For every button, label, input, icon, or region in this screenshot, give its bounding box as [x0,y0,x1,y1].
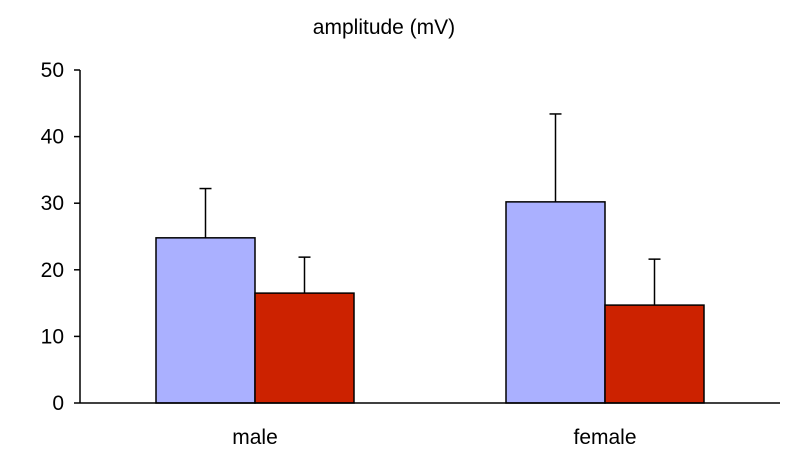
bar-male-2 [254,292,355,404]
y-tick-label: 40 [41,126,64,149]
y-tick-label: 30 [41,192,64,215]
bar-female-2 [604,304,705,404]
chart-title: amplitude (mV) [313,16,455,39]
y-tick-label: 20 [41,259,64,282]
bar-male-1 [155,237,256,404]
x-category-label: male [232,426,278,449]
plot-area: 0 10 20 30 40 50 male female [41,59,780,449]
bar-female-1 [505,201,606,404]
x-category-label: female [573,426,636,449]
y-tick-label: 0 [52,392,64,415]
y-tick-label: 10 [41,325,64,348]
y-tick-label: 50 [41,59,64,82]
